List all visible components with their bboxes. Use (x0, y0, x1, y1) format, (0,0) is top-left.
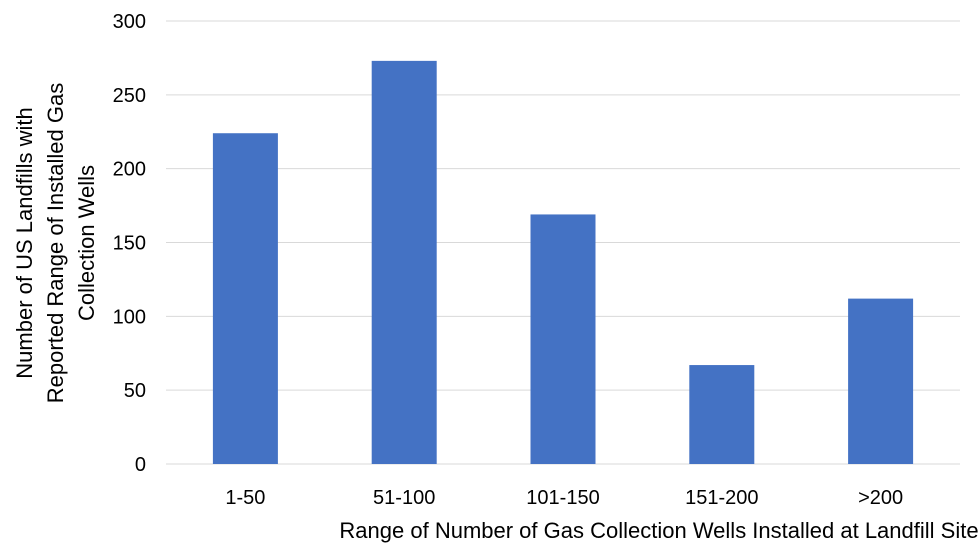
x-tick-label: 151-200 (685, 487, 758, 509)
y-tick-label: 200 (113, 159, 146, 181)
y-tick-labels: 0 50 100 150 200 250 300 (113, 11, 146, 476)
bar-3 (530, 214, 596, 464)
x-axis-title: Range of Number of Gas Collection Wells … (339, 518, 978, 543)
y-tick-label: 0 (135, 454, 146, 476)
bar-2 (371, 60, 437, 465)
y-axis-title: Number of US Landfills with Reported Ran… (12, 83, 99, 403)
bar-1 (212, 133, 278, 464)
x-tick-label: 101-150 (526, 487, 599, 509)
x-tick-label: 51-100 (373, 487, 435, 509)
y-tick-label: 250 (113, 85, 146, 107)
y-tick-label: 100 (113, 306, 146, 328)
y-tick-label: 50 (124, 380, 146, 402)
bar-4 (689, 365, 755, 464)
bar-5 (848, 298, 914, 464)
y-tick-label: 300 (113, 11, 146, 33)
y-axis-title-line-1: Number of US Landfills with (12, 107, 37, 378)
x-tick-labels: 1-50 51-100 101-150 151-200 >200 (225, 487, 903, 509)
x-tick-label: >200 (858, 487, 903, 509)
y-axis-title-line-2: Reported Range of Installed Gas (43, 83, 68, 403)
x-tick-label: 1-50 (225, 487, 265, 509)
y-tick-label: 150 (113, 233, 146, 255)
y-axis-title-line-3: Collection Wells (74, 165, 99, 321)
bars (212, 60, 914, 465)
